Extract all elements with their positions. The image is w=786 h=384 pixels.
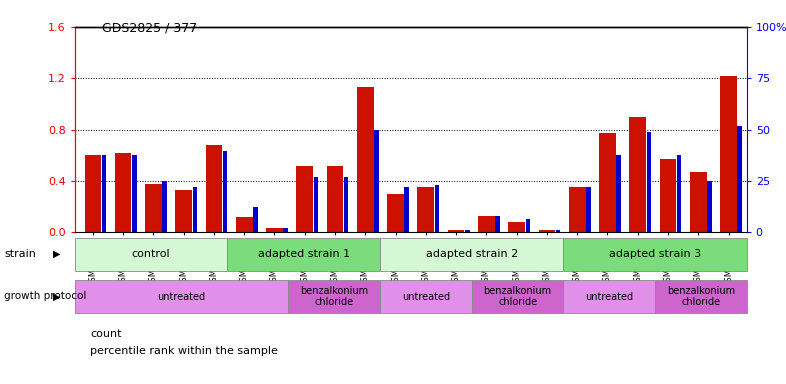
Text: count: count [90, 329, 122, 339]
Bar [145, 184, 162, 232]
Bar [495, 216, 500, 232]
Bar [586, 187, 590, 232]
Bar [564, 280, 655, 313]
Bar [599, 134, 615, 232]
Text: GDS2825 / 377: GDS2825 / 377 [102, 21, 197, 34]
Bar [223, 151, 227, 232]
Bar [284, 228, 288, 232]
Bar [175, 190, 192, 232]
Bar [465, 230, 469, 232]
Bar [374, 129, 379, 232]
Bar [327, 166, 343, 232]
Bar [314, 177, 318, 232]
Bar [85, 155, 101, 232]
Bar [417, 187, 434, 232]
Text: untreated: untreated [585, 291, 634, 302]
Bar [132, 155, 137, 232]
Bar [659, 159, 676, 232]
Bar [253, 207, 258, 232]
Bar [630, 117, 646, 232]
Bar [101, 155, 106, 232]
Bar [616, 155, 621, 232]
Bar [288, 280, 380, 313]
Text: percentile rank within the sample: percentile rank within the sample [90, 346, 278, 356]
Bar [236, 217, 252, 232]
Bar [380, 238, 564, 271]
Bar [707, 181, 712, 232]
Bar [538, 230, 555, 232]
Bar [690, 172, 707, 232]
Bar [266, 228, 283, 232]
Bar [569, 187, 586, 232]
Bar [448, 230, 465, 232]
Bar [677, 155, 681, 232]
Text: adapted strain 1: adapted strain 1 [258, 249, 350, 260]
Bar [387, 194, 404, 232]
Text: ▶: ▶ [53, 291, 61, 301]
Text: benzalkonium
chloride: benzalkonium chloride [667, 286, 735, 308]
Text: growth protocol: growth protocol [4, 291, 86, 301]
Bar [564, 238, 747, 271]
Bar [509, 222, 525, 232]
Text: benzalkonium
chloride: benzalkonium chloride [483, 286, 552, 308]
Bar [193, 187, 197, 232]
Bar [206, 145, 222, 232]
Text: adapted strain 2: adapted strain 2 [426, 249, 518, 260]
Bar [647, 132, 651, 232]
Bar [380, 280, 472, 313]
Bar [737, 126, 742, 232]
Bar [405, 187, 409, 232]
Text: adapted strain 3: adapted strain 3 [609, 249, 701, 260]
Bar [655, 280, 747, 313]
Bar [115, 153, 131, 232]
Bar [556, 230, 560, 232]
Bar [526, 220, 530, 232]
Text: control: control [132, 249, 171, 260]
Bar [162, 181, 167, 232]
Bar [357, 87, 373, 232]
Bar [296, 166, 313, 232]
Bar [435, 185, 439, 232]
Bar [720, 76, 736, 232]
Bar [75, 280, 288, 313]
Text: benzalkonium
chloride: benzalkonium chloride [300, 286, 369, 308]
Bar [75, 238, 227, 271]
Bar [344, 177, 348, 232]
Text: untreated: untreated [157, 291, 206, 302]
Bar [472, 280, 564, 313]
Bar [227, 238, 380, 271]
Bar [478, 216, 494, 232]
Text: ▶: ▶ [53, 249, 61, 259]
Text: strain: strain [4, 249, 36, 259]
Text: untreated: untreated [402, 291, 450, 302]
